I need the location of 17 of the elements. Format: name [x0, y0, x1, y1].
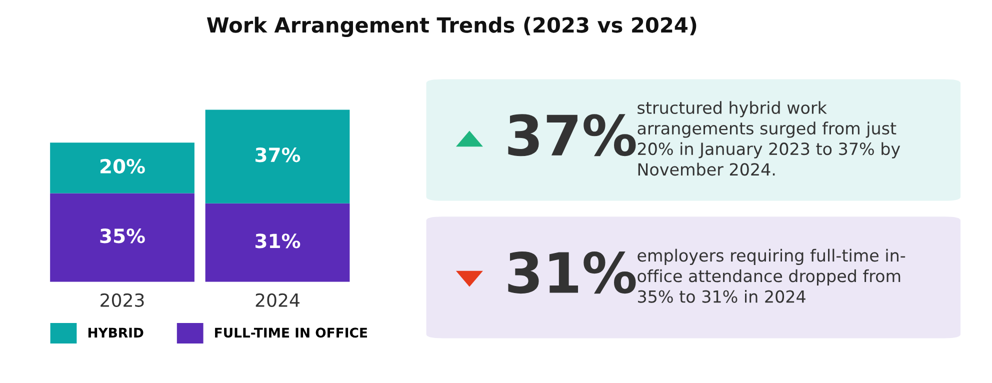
text: 31% — [508, 252, 636, 294]
legend-label: HYBRID — [88, 328, 144, 338]
data-label: 37% — [256, 147, 300, 162]
bar — [50, 142, 194, 194]
bar — [205, 110, 350, 204]
data-label: 20% — [100, 158, 145, 174]
x-tick-label: 2024 — [256, 293, 300, 307]
text: 37% — [508, 114, 636, 156]
x-tick-label: 2023 — [100, 293, 144, 307]
data-label: 31% — [256, 234, 300, 248]
text: structured hybrid work arrangements surged from just 20% in January 2023 to 37% by November 2024. — [638, 101, 900, 176]
data-label: 35% — [100, 228, 145, 244]
legend-label: FULL-TIME IN OFFICE — [215, 328, 367, 338]
bar — [205, 203, 350, 282]
bar — [50, 193, 194, 282]
text: employers requiring full-time in- office attendance dropped from 35% to 31% in 2024 — [638, 248, 906, 303]
text: Work Arrangement Trends (2023 vs 2024) — [206, 16, 696, 38]
